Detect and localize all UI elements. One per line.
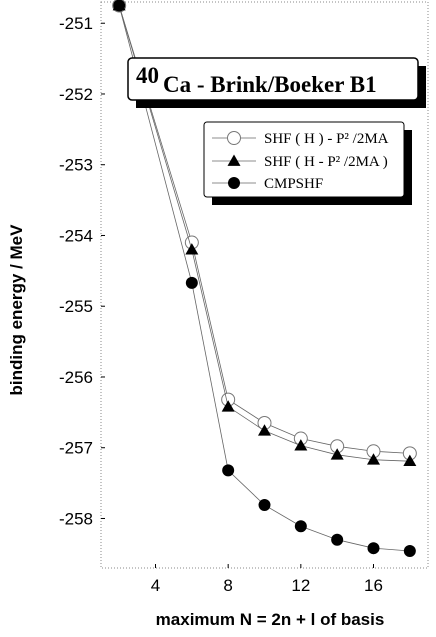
plot-frame [100,1,429,569]
legend-label-shf-h-p2-projected: SHF ( H - P² /2MA ) [264,154,388,170]
y-axis-title: binding energy / MeV [7,224,26,396]
chart-title-main: Ca - Brink/Boeker B1 [163,72,377,97]
y-tick-label: -252 [59,85,93,104]
y-tick-label: -257 [59,439,93,458]
data-point-shf-h-p2-projected [294,439,308,451]
data-point-cmpshf [403,545,416,558]
data-point-shf-h-p2-projected [403,454,417,467]
data-point-shf-h-p2-projected [221,400,235,412]
data-point-shf-h-p2-projected [185,243,199,255]
x-axis-title: maximum N = 2n + l of basis [156,610,385,629]
series-layer [112,0,417,558]
y-tick-label: -255 [59,297,93,316]
data-point-shf-h-p2-projected [330,448,344,460]
legend-label-shf-h-minus-p2: SHF ( H ) - P² /2MA [264,131,389,147]
legend-marker-cmpshf [228,177,240,189]
x-tick-label: 4 [151,576,160,595]
chart-title-box: 40 Ca - Brink/Boeker B1 [127,57,426,108]
data-point-shf-h-p2-projected [367,453,380,465]
data-point-shf-h-p2-projected [258,424,271,436]
data-point-cmpshf [331,533,344,546]
legend-marker-shf-h-p2-projected [227,154,241,166]
chart-title-superscript: 40 [136,63,159,88]
data-point-cmpshf [113,0,126,12]
y-tick-label: -253 [59,156,93,175]
series-cmpshf [113,0,416,558]
series-line-cmpshf [118,5,410,552]
series-shf-h-p2-projected [112,0,417,467]
legend-label-cmpshf: CMPSHF [264,176,323,192]
data-point-cmpshf [185,276,198,289]
data-point-cmpshf [367,542,380,555]
x-tick-label: 8 [223,576,232,595]
x-tick-label: 12 [291,576,310,595]
legend-marker-shf-h-minus-p2 [227,131,241,145]
chart-title: 40 Ca - Brink/Boeker B1 [136,63,377,97]
y-tick-label: -251 [59,14,93,33]
y-tick-label: -256 [59,368,93,387]
y-tick-label: -254 [59,226,93,245]
axes: maximum N = 2n + l of basis binding ener… [7,14,384,629]
data-point-cmpshf [258,499,271,512]
data-point-cmpshf [294,520,307,533]
series-line-shf-h-p2-projected [118,5,410,462]
x-tick-label: 16 [364,576,383,595]
data-point-cmpshf [222,464,235,477]
legend: SHF ( H ) - P² /2MA SHF ( H - P² /2MA ) CM… [203,121,412,205]
plot-area-border [100,1,429,569]
y-tick-label: -258 [59,509,93,528]
